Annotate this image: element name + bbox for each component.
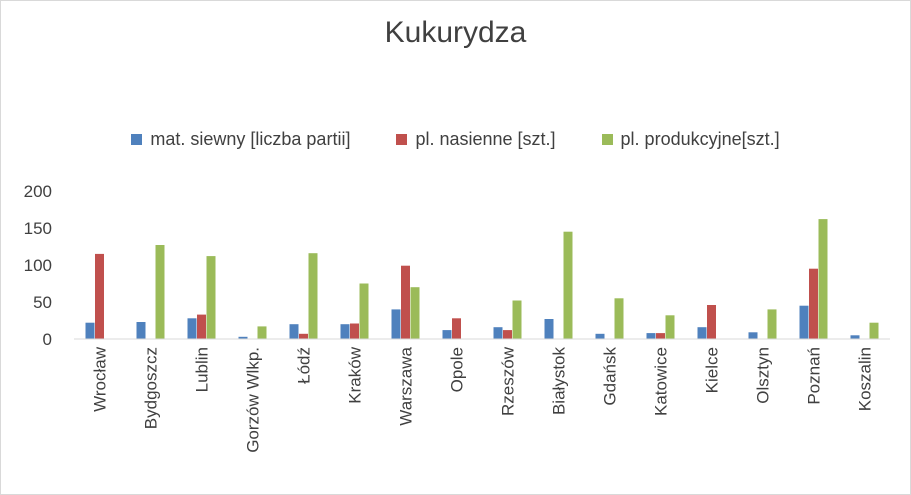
x-category-label: Gorzów Wlkp. — [244, 347, 263, 453]
bar-mat-siewny — [544, 319, 554, 339]
bar-pl-produkcyjne — [257, 326, 267, 339]
bar-mat-siewny — [238, 336, 248, 339]
bar-pl-nasienne — [350, 323, 359, 339]
bar-pl-produkcyjne — [563, 231, 573, 339]
legend-swatch-mat-siewny — [131, 134, 143, 145]
legend-item-pl-nasienne: pl. nasienne [szt.] — [396, 129, 556, 150]
bar-pl-produkcyjne — [308, 253, 318, 339]
y-tick-label: 200 — [24, 182, 52, 201]
bar-pl-nasienne — [452, 318, 461, 339]
x-category-label: Gdańsk — [601, 347, 620, 406]
bar-pl-produkcyjne — [359, 283, 369, 339]
bar-mat-siewny — [85, 322, 95, 339]
x-category-label: Łódź — [295, 347, 314, 384]
legend-label-pl-produkcyjne: pl. produkcyjne[szt.] — [620, 129, 780, 149]
x-category-label: Rzeszów — [499, 346, 518, 416]
bar-mat-siewny — [442, 330, 452, 339]
legend-item-mat-siewny: mat. siewny [liczba partii] — [131, 129, 350, 150]
x-category-label: Kraków — [346, 346, 365, 403]
bar-mat-siewny — [493, 327, 503, 339]
bar-pl-nasienne — [809, 268, 818, 339]
legend-swatch-pl-produkcyjne — [601, 134, 613, 145]
chart-title: Kukurydza — [384, 16, 527, 49]
bar-mat-siewny — [289, 324, 299, 339]
bar-pl-produkcyjne — [818, 219, 828, 339]
legend-item-pl-produkcyjne: pl. produkcyjne[szt.] — [601, 129, 780, 150]
y-tick-label: 50 — [33, 293, 52, 312]
bar-mat-siewny — [136, 322, 146, 339]
bar-pl-produkcyjne — [869, 322, 879, 339]
bar-pl-nasienne — [503, 330, 512, 339]
y-tick-label: 100 — [24, 256, 52, 275]
legend-label-pl-nasienne: pl. nasienne [szt.] — [415, 129, 556, 149]
bar-pl-produkcyjne — [614, 298, 624, 339]
x-category-label: Białystok — [550, 347, 569, 416]
x-category-label: Lublin — [193, 347, 212, 392]
bar-mat-siewny — [748, 332, 758, 339]
bar-pl-produkcyjne — [206, 256, 216, 339]
bar-mat-siewny — [391, 309, 401, 339]
y-tick-label: 150 — [24, 219, 52, 238]
y-tick-label: 0 — [43, 330, 52, 349]
bar-pl-produkcyjne — [155, 245, 165, 339]
bar-pl-produkcyjne — [512, 300, 522, 339]
bar-mat-siewny — [187, 318, 197, 339]
x-category-label: Bydgoszcz — [142, 347, 161, 429]
legend-label-mat-siewny: mat. siewny [liczba partii] — [150, 129, 351, 149]
x-category-label: Poznań — [805, 347, 824, 405]
bar-pl-nasienne — [401, 265, 410, 339]
bar-mat-siewny — [850, 335, 860, 339]
x-category-label: Katowice — [652, 347, 671, 416]
bar-pl-produkcyjne — [665, 315, 675, 339]
x-category-label: Kielce — [703, 347, 722, 393]
bar-pl-produkcyjne — [767, 309, 777, 339]
bar-pl-nasienne — [656, 333, 665, 339]
bar-pl-nasienne — [95, 253, 104, 339]
x-category-label: Olsztyn — [754, 347, 773, 404]
bar-mat-siewny — [799, 305, 809, 339]
bar-pl-nasienne — [707, 305, 716, 339]
bar-pl-nasienne — [197, 314, 206, 339]
x-category-label: Wrocław — [91, 346, 110, 412]
bar-mat-siewny — [697, 327, 707, 339]
bar-mat-siewny — [646, 333, 656, 339]
legend: mat. siewny [liczba partii] pl. nasienne… — [0, 129, 911, 150]
bar-mat-siewny — [595, 333, 605, 339]
bar-pl-produkcyjne — [410, 287, 420, 339]
bar-pl-nasienne — [299, 333, 308, 339]
x-category-label: Koszalin — [856, 347, 875, 411]
x-category-label: Warszawa — [397, 346, 416, 425]
legend-swatch-pl-nasienne — [396, 134, 408, 145]
x-category-label: Opole — [448, 347, 467, 392]
bar-mat-siewny — [340, 324, 350, 339]
